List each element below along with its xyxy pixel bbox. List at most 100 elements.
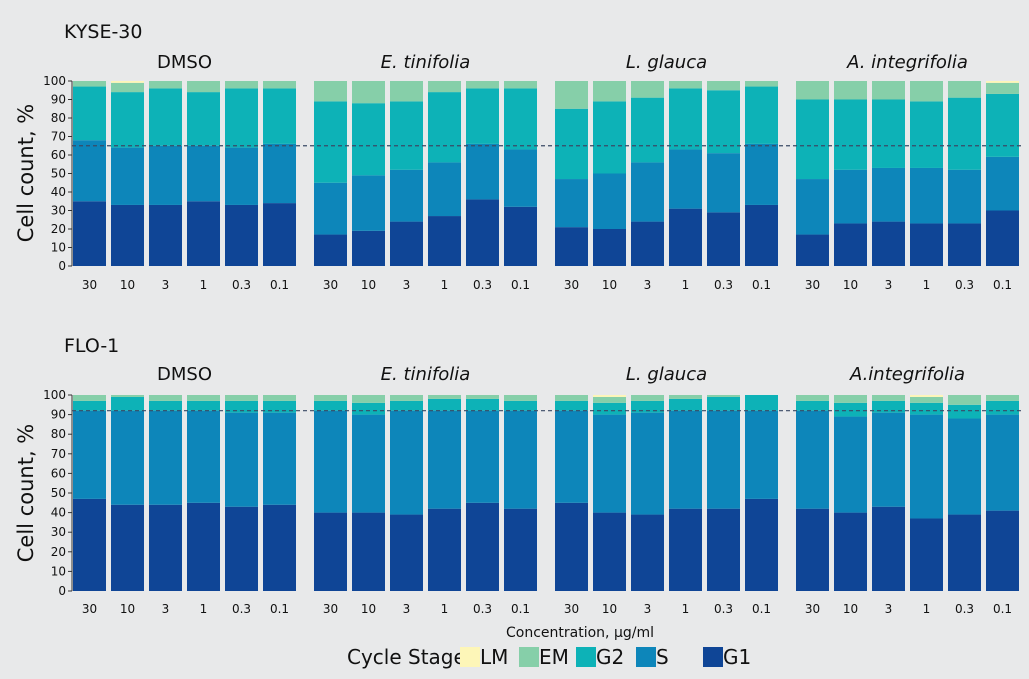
bar-segment-lm [986,81,1019,83]
bar-segment-s [986,156,1019,211]
bar-segment-g1 [986,210,1019,266]
bar-segment-g1 [466,502,499,591]
x-tick-label: 1 [682,278,690,292]
x-tick-label: 0.3 [232,602,251,616]
bar-segment-s [314,182,347,235]
x-tick-label: 0.1 [270,602,289,616]
y-tick-label: 100 [43,388,66,402]
x-tick-label: 0.3 [955,278,974,292]
bar-segment-g2 [948,97,981,170]
x-tick-label: 30 [82,602,97,616]
y-tick-label: 10 [51,241,66,255]
bar-segment-g1 [428,508,461,591]
bar-segment-em [187,395,220,401]
bar-segment-g1 [555,502,588,591]
bar-segment-s [986,414,1019,511]
legend-swatch-g2 [576,647,596,667]
bar-segment-s [948,418,981,515]
bar-segment-em [428,81,461,93]
bar-segment-em [149,395,182,401]
bar-segment-s [73,410,106,499]
x-tick-label: 3 [162,602,170,616]
bar-segment-g1 [466,199,499,266]
bar-segment-g1 [631,514,664,591]
bar-segment-em [352,81,385,104]
bar-segment-g1 [796,508,829,591]
bar-segment-s [669,410,702,509]
bar-segment-s [466,143,499,200]
bar-segment-s [872,167,905,222]
bar-segment-s [707,410,740,509]
bar-segment-em [631,395,664,401]
x-tick-label: 1 [200,602,208,616]
bar-segment-g2 [745,395,778,411]
legend-label-g1: G1 [723,645,751,669]
bar-segment-s [263,143,296,204]
bar-segment-g2 [669,398,702,411]
bar-segment-g2 [111,396,144,411]
x-tick-label: 10 [602,602,617,616]
y-axis-label: Cell count, % [14,424,38,562]
bar-segment-g2 [149,88,182,146]
bar-group: E. tinifolia 30 10 3 1 0.3 0.1 [314,52,537,292]
bar-segment-g1 [428,216,461,266]
group-title: A.integrifolia [849,364,965,385]
y-tick-label: 30 [51,525,66,539]
bar-segment-g1 [910,223,943,266]
x-tick-label: 0.3 [714,602,733,616]
group-title: DMSO [157,364,212,385]
bar-segment-g1 [352,230,385,266]
bar-segment-em [555,81,588,109]
legend-label-em: EM [539,645,569,669]
bar-segment-em [986,395,1019,401]
x-tick-label: 10 [843,278,858,292]
bar-segment-em [986,82,1019,94]
x-tick-label: 0.3 [714,278,733,292]
bar-segment-g1 [111,204,144,266]
bar-segment-em [948,395,981,405]
bar-segment-g1 [225,506,258,591]
bar-group: E. tinifolia 30 10 3 1 0.3 0.1 [314,364,537,616]
bar-segment-s [504,149,537,207]
bar-segment-g1 [872,221,905,266]
bar-segment-em [466,395,499,399]
bar-group: DMSO 30 10 3 1 0.3 0.1 [73,364,296,616]
bar-segment-g2 [796,400,829,411]
x-axis-label: Concentration, µg/ml [506,625,654,641]
y-tick-label: 20 [51,545,66,559]
bar-segment-g2 [352,402,385,415]
bar-segment-g2 [352,103,385,176]
legend-swatch-g1 [703,647,723,667]
bar-segment-em [593,81,626,102]
bar-group: L. glauca 30 10 3 1 0.3 0.1 [555,52,778,292]
x-tick-label: 0.1 [752,278,771,292]
bar-segment-g1 [593,512,626,591]
bar-segment-g2 [707,90,740,154]
legend: Cycle Stage LM EM G2 S G1 [347,645,751,669]
bar-segment-s [390,169,423,222]
bar-segment-g1 [555,227,588,266]
y-tick-label: 40 [51,185,66,199]
x-tick-label: 10 [602,278,617,292]
x-tick-label: 3 [885,278,893,292]
bar-segment-g2 [428,92,461,163]
bar-segment-g1 [352,512,385,591]
bar-segment-s [428,410,461,509]
bar-segment-s [390,410,423,515]
x-tick-label: 3 [403,602,411,616]
bar-segment-s [73,140,106,202]
bar-segment-g1 [263,203,296,266]
bar-segment-g2 [834,402,867,417]
x-tick-label: 1 [682,602,690,616]
bar-segment-s [948,169,981,224]
bar-segment-g2 [466,88,499,144]
bar-segment-g2 [466,398,499,411]
bar-segment-em [872,395,905,401]
bar-segment-g1 [910,518,943,591]
bar-segment-g1 [73,498,106,591]
bar-segment-g1 [390,514,423,591]
y-tick-label: 80 [51,427,66,441]
y-axis-label: Cell count, % [14,104,38,242]
bar-segment-em [593,396,626,403]
x-tick-label: 0.3 [232,278,251,292]
